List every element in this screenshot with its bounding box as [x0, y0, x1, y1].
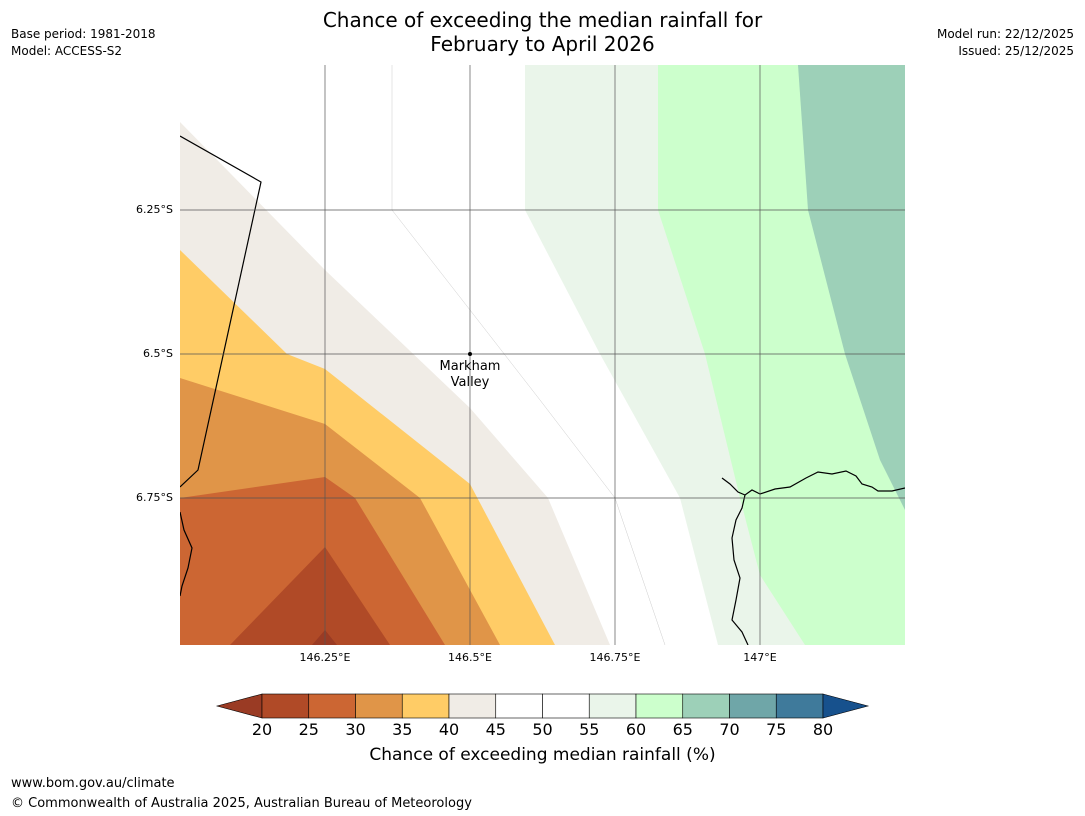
colorbar-under-arrow: [215, 693, 263, 719]
colorbar-tick-label: 25: [298, 720, 319, 739]
footer-copyright: © Commonwealth of Australia 2025, Austra…: [11, 796, 472, 811]
place-label: Markham Valley: [420, 359, 520, 391]
issued-date: Issued: 25/12/2025: [958, 44, 1074, 58]
lat-label-650: 6.5°S: [143, 347, 173, 360]
title-line-2: February to April 2026: [430, 32, 655, 56]
coastline-west: [180, 511, 193, 597]
colorbar-cell: [588, 693, 637, 719]
colorbar-cell: [261, 693, 310, 719]
lon-label-14675: 146.75°E: [589, 651, 641, 664]
colorbar-cell: [542, 693, 590, 719]
colorbar-tick-label: 55: [579, 720, 600, 739]
meta-right: Model run: 22/12/2025 Issued: 25/12/2025: [937, 26, 1074, 60]
colorbar-cells: [261, 693, 824, 719]
colorbar-tick-label: 60: [625, 720, 647, 739]
place-label-line1: Markham: [439, 359, 501, 374]
model-run: Model run: 22/12/2025: [936, 27, 1074, 41]
contour-line: [391, 65, 666, 645]
colorbar-tick-label: 30: [345, 720, 366, 739]
colorbar-tick-label: 35: [392, 720, 413, 739]
colorbar-tick-label: 65: [672, 720, 693, 739]
footer-url: www.bom.gov.au/climate: [11, 776, 175, 791]
colorbar-cell: [401, 693, 450, 719]
markham-valley-marker: [468, 352, 472, 356]
colorbar-tick-label: 40: [438, 720, 460, 739]
lon-label-147: 147°E: [743, 651, 777, 664]
colorbar-cell: [495, 693, 543, 719]
colorbar-over-arrow: [822, 693, 870, 719]
colorbar-tick-label: 45: [485, 720, 506, 739]
band-20-25: [230, 547, 390, 645]
map-area: [180, 65, 905, 645]
lat-label-675: 6.75°S: [136, 491, 173, 504]
colorbar-tick-label: 70: [719, 720, 740, 739]
title-line-1: Chance of exceeding the median rainfall …: [322, 8, 763, 32]
river-line: [731, 494, 749, 645]
colorbar-tick-label: 50: [532, 720, 553, 739]
colorbar-tick-label: 80: [812, 720, 834, 739]
model-name: Model: ACCESS-S2: [11, 44, 123, 58]
colorbar-cell: [308, 693, 356, 719]
chart-title: Chance of exceeding the median rainfall …: [0, 8, 1085, 56]
place-label-line2: Valley: [450, 375, 490, 390]
base-period: Base period: 1981-2018: [11, 27, 156, 41]
colorbar-cell: [682, 693, 730, 719]
lon-label-1465: 146.5°E: [448, 651, 492, 664]
coastline-east: [721, 470, 905, 496]
colorbar: [215, 693, 870, 719]
colorbar-cell: [635, 693, 684, 719]
band-65-70: [798, 65, 905, 510]
band-below-20: [312, 630, 337, 645]
colorbar-title: Chance of exceeding median rainfall (%): [369, 745, 716, 765]
colorbar-cell: [729, 693, 777, 719]
border-line: [180, 135, 262, 488]
lat-label-625: 6.25°S: [136, 203, 173, 216]
meta-left: Base period: 1981-2018 Model: ACCESS-S2: [11, 26, 156, 60]
colorbar-cell: [355, 693, 403, 719]
colorbar-cell: [775, 693, 824, 719]
colorbar-tick-label: 20: [251, 720, 273, 739]
colorbar-cell: [448, 693, 497, 719]
lon-label-14625: 146.25°E: [299, 651, 351, 664]
colorbar-tick-label: 75: [766, 720, 787, 739]
